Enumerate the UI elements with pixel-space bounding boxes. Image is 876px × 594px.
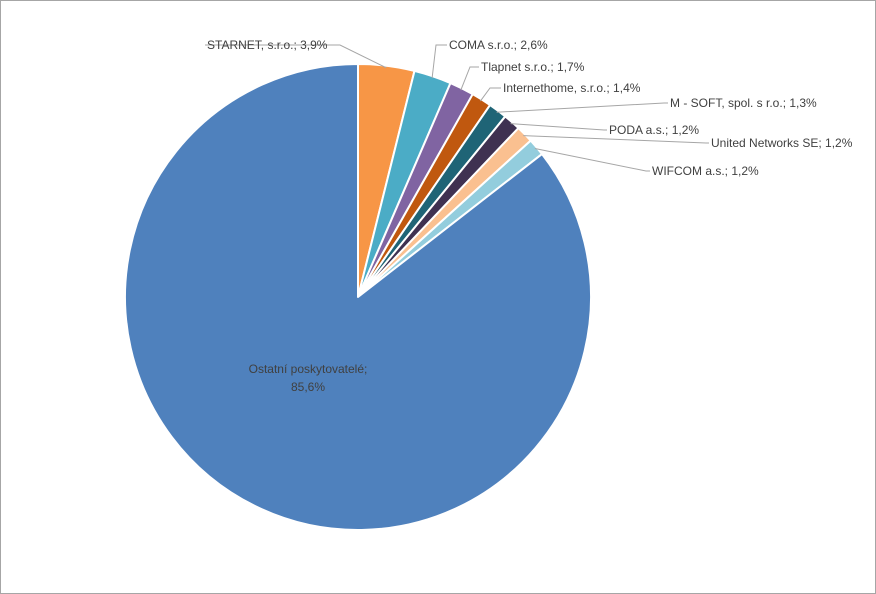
slice-label-poda-a-s: PODA a.s.; 1,2% (609, 123, 699, 137)
slice-label-line: 85,6% (291, 380, 325, 394)
slice-labels: STARNET, s.r.o.; 3,9% COMA s.r.o.; 2,6% Tl… (207, 38, 853, 394)
slice-label-line: Ostatní poskytovatelé; (249, 362, 368, 376)
slice-label-wifcom-a-s: WIFCOM a.s.; 1,2% (652, 164, 759, 178)
slice-label-united-networks-se: United Networks SE; 1,2% (711, 136, 853, 150)
slice-label-internethome-s-r-o: Internethome, s.r.o.; 1,4% (503, 81, 641, 95)
slice-label-coma-s-r-o: COMA s.r.o.; 2,6% (449, 38, 548, 52)
leader-lines (205, 44, 709, 172)
leader-line-united-networks-se (523, 135, 709, 144)
pie-slices (124, 63, 592, 531)
leader-line-m-soft-spol-s-r-o (496, 102, 668, 113)
leader-line-starnet-s-r-o (205, 44, 387, 69)
leader-line-tlapnet-s-r-o (460, 66, 479, 91)
pie-slice-ostatni-poskytovatele (124, 63, 592, 531)
slice-label-tlapnet-s-r-o: Tlapnet s.r.o.; 1,7% (481, 60, 585, 74)
leader-line-wifcom-a-s (534, 148, 650, 172)
slice-label-m-soft-spol-s-r-o: M - SOFT, spol. s r.o.; 1,3% (670, 96, 817, 110)
slice-label-starnet-s-r-o: STARNET, s.r.o.; 3,9% (207, 38, 328, 52)
slice-label-ostatni-poskytovatele: Ostatní poskytovatelé; 85,6% (249, 362, 368, 394)
leader-line-poda-a-s (510, 123, 607, 131)
leader-line-coma-s-r-o (431, 44, 447, 79)
leader-line-internethome-s-r-o (479, 87, 501, 102)
